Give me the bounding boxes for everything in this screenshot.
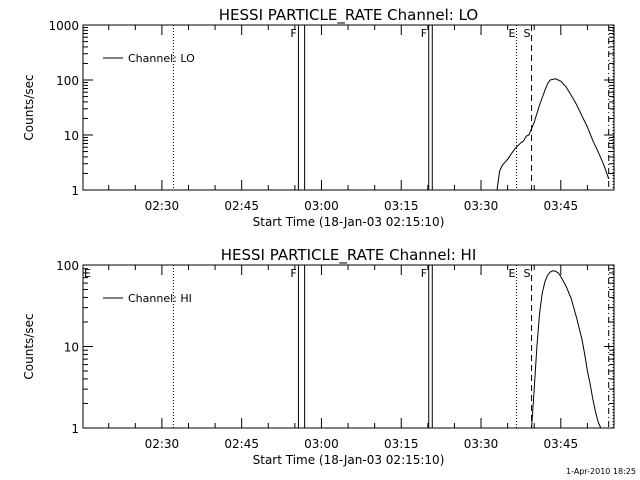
chart-0-ytick-label: 100 [56,74,79,88]
chart-1-xlabel: Start Time (18-Jan-03 02:15:10) [253,453,445,467]
chart-1-xtick-label: 03:00 [304,437,339,451]
chart-0-series-line [496,78,610,190]
chart-1-marker-label: E [508,267,515,280]
chart-1-xtick-label: 03:45 [544,437,579,451]
chart-0-plot-frame [82,24,615,191]
chart-1-ytick-label: 100 [56,259,79,273]
chart-1-marker-label: F [421,267,427,280]
chart-1-marker-label: F [290,267,296,280]
chart-1-xtick-label: 02:45 [224,437,259,451]
chart-0-xtick-label: 03:15 [384,199,419,213]
chart-0-xtick-label: 03:30 [464,199,499,213]
chart-0-title: HESSI PARTICLE_RATE Channel: LO [219,6,478,25]
chart-0-marker-label: E [508,27,515,40]
chart-1-series-line [531,270,602,428]
chart-1-ytick-label: 1 [71,422,79,436]
chart-1-title: HESSI PARTICLE_RATE Channel: HI [221,246,477,265]
chart-1-ylabel: Counts/sec [22,313,36,379]
chart-0-xtick-label: 03:45 [544,199,579,213]
chart-0-ytick-label: 10 [64,129,79,143]
chart-1-plot-frame [82,264,615,429]
chart-1-xtick-label: 03:30 [464,437,499,451]
chart-1-ytick-label: 10 [64,341,79,355]
chart-0-legend-label: Channel: LO [128,52,195,65]
chart-0-xtick-label: 02:30 [145,199,180,213]
timestamp-label: 1-Apr-2010 18:25 [566,467,636,476]
panel-hi: HESSI PARTICLE_RATE Channel: HI Start Tim… [22,246,615,467]
chart-0-ytick-label: 1000 [48,19,79,33]
chart-0-xlabel: Start Time (18-Jan-03 02:15:10) [253,215,445,229]
chart-0-xtick-label: 02:45 [224,199,259,213]
chart-0-xtick-label: 03:00 [304,199,339,213]
chart-0-ytick-label: 1 [71,184,79,198]
chart-1-marker-label: S [524,267,531,280]
chart-1-marker-label: E [84,267,91,280]
chart-0-marker-label: F [421,27,427,40]
chart-0-marker-label: S [524,27,531,40]
panel-lo: HESSI PARTICLE_RATE Channel: LO Start Tim… [22,6,615,229]
chart-0-ylabel: Counts/sec [22,74,36,140]
chart-0-marker-label: F [290,27,296,40]
chart-1-xtick-label: 02:30 [145,437,180,451]
chart-1-xtick-label: 03:15 [384,437,419,451]
chart-1-legend-label: Channel: HI [128,292,192,305]
